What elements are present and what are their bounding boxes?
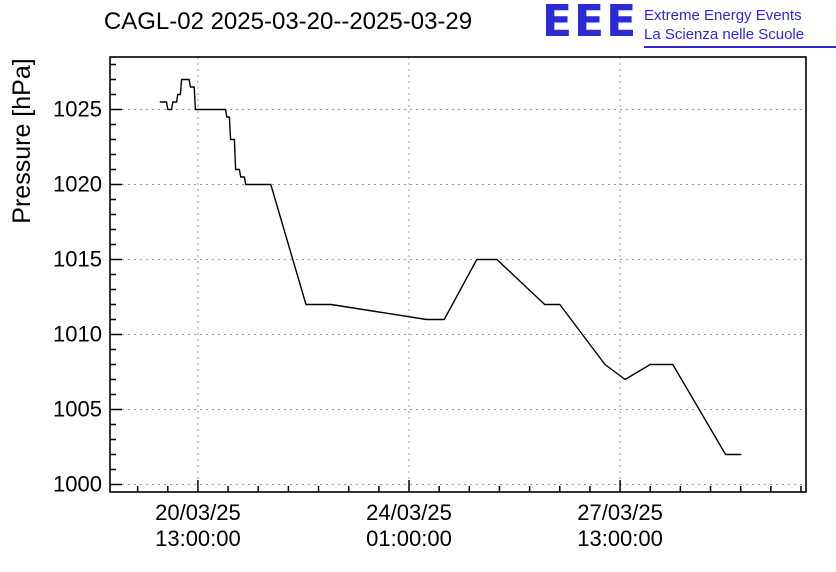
eee-logo-acronym: EEE [542,0,639,47]
x-tick-label-date: 20/03/25 [155,500,241,525]
x-tick-label-time: 01:00:00 [366,526,452,551]
eee-logo-underline [644,46,836,48]
x-tick-label-date: 24/03/25 [366,500,452,525]
y-axis-title: Pressure [hPa] [8,58,36,224]
eee-logo-text: Extreme Energy Events La Scienza nelle S… [644,6,804,44]
y-tick-label: 1025 [53,97,102,122]
y-tick-label: 1000 [53,472,102,497]
y-tick-label: 1005 [53,397,102,422]
y-tick-label: 1020 [53,172,102,197]
x-tick-label-time: 13:00:00 [577,526,663,551]
eee-logo-line1: Extreme Energy Events [644,7,802,24]
x-tick-label-date: 27/03/25 [577,500,663,525]
y-tick-label: 1010 [53,322,102,347]
y-tick-label: 1015 [53,247,102,272]
eee-logo: EEE Extreme Energy Events La Scienza nel… [540,0,836,50]
chart-title: CAGL-02 2025-03-20--2025-03-29 [103,8,473,35]
series-line-pressure [159,78,742,456]
eee-logo-line2: La Scienza nelle Scuole [644,26,805,43]
x-tick-label-time: 13:00:00 [155,526,241,551]
plot-frame [109,56,807,493]
